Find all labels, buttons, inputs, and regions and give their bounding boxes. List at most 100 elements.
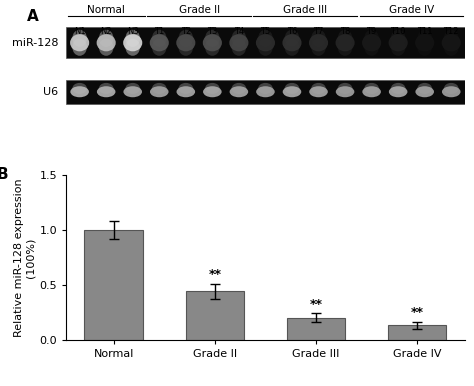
Ellipse shape: [126, 83, 140, 94]
Ellipse shape: [338, 30, 352, 47]
Ellipse shape: [150, 34, 169, 51]
Text: T10: T10: [391, 27, 406, 36]
Ellipse shape: [258, 30, 273, 47]
Ellipse shape: [256, 34, 275, 51]
Ellipse shape: [391, 30, 405, 47]
Ellipse shape: [258, 83, 273, 94]
Bar: [84, 230, 143, 340]
Ellipse shape: [362, 86, 381, 97]
Ellipse shape: [176, 86, 195, 97]
Ellipse shape: [232, 30, 246, 47]
Ellipse shape: [309, 86, 328, 97]
Text: B: B: [0, 167, 9, 182]
Text: T7: T7: [313, 27, 324, 36]
Ellipse shape: [418, 39, 432, 56]
Text: T6: T6: [287, 27, 297, 36]
Ellipse shape: [205, 83, 219, 94]
Ellipse shape: [365, 30, 379, 47]
Text: **: **: [410, 306, 424, 319]
Text: T9: T9: [366, 27, 377, 36]
Ellipse shape: [152, 30, 166, 47]
Ellipse shape: [391, 39, 405, 56]
Text: N2: N2: [100, 27, 112, 36]
Ellipse shape: [442, 86, 461, 97]
Y-axis label: Relative miR-128 expression
(100%): Relative miR-128 expression (100%): [14, 178, 36, 337]
Ellipse shape: [389, 34, 408, 51]
Ellipse shape: [285, 30, 299, 47]
Ellipse shape: [205, 30, 219, 47]
Ellipse shape: [336, 86, 355, 97]
Text: Normal: Normal: [87, 5, 125, 15]
Ellipse shape: [256, 86, 275, 97]
Ellipse shape: [203, 86, 222, 97]
Text: T11: T11: [417, 27, 432, 36]
Ellipse shape: [99, 39, 113, 56]
Bar: [185, 291, 244, 340]
Ellipse shape: [70, 34, 89, 51]
Ellipse shape: [311, 83, 326, 94]
Ellipse shape: [123, 86, 142, 97]
Text: A: A: [27, 9, 38, 24]
Ellipse shape: [285, 39, 299, 56]
Text: T1: T1: [154, 27, 164, 36]
Ellipse shape: [126, 39, 140, 56]
Ellipse shape: [73, 30, 87, 47]
Ellipse shape: [444, 83, 458, 94]
Ellipse shape: [442, 34, 461, 51]
Ellipse shape: [97, 34, 116, 51]
Text: miR-128: miR-128: [12, 38, 58, 48]
Ellipse shape: [389, 86, 408, 97]
Ellipse shape: [232, 83, 246, 94]
Text: U6: U6: [43, 87, 58, 97]
Text: Grade III: Grade III: [283, 5, 328, 15]
Ellipse shape: [203, 34, 222, 51]
Text: T2: T2: [181, 27, 191, 36]
Ellipse shape: [311, 30, 326, 47]
Ellipse shape: [126, 30, 140, 47]
Text: Grade IV: Grade IV: [389, 5, 434, 15]
Ellipse shape: [418, 30, 432, 47]
Ellipse shape: [365, 83, 379, 94]
Ellipse shape: [229, 34, 248, 51]
Ellipse shape: [99, 30, 113, 47]
Ellipse shape: [338, 83, 352, 94]
Ellipse shape: [232, 39, 246, 56]
Ellipse shape: [205, 39, 219, 56]
Text: T8: T8: [340, 27, 350, 36]
Ellipse shape: [283, 34, 301, 51]
Text: T12: T12: [444, 27, 459, 36]
Ellipse shape: [229, 86, 248, 97]
Ellipse shape: [285, 83, 299, 94]
Text: N3: N3: [127, 27, 138, 36]
Ellipse shape: [99, 83, 113, 94]
Bar: [287, 318, 346, 340]
Ellipse shape: [179, 30, 193, 47]
Ellipse shape: [415, 86, 434, 97]
Ellipse shape: [258, 39, 273, 56]
Text: T3: T3: [207, 27, 218, 36]
Ellipse shape: [311, 39, 326, 56]
Ellipse shape: [309, 34, 328, 51]
Text: T5: T5: [260, 27, 271, 36]
Ellipse shape: [73, 83, 87, 94]
Bar: [66, 27, 465, 58]
Ellipse shape: [391, 83, 405, 94]
Ellipse shape: [152, 39, 166, 56]
Ellipse shape: [418, 83, 432, 94]
Text: **: **: [310, 298, 322, 311]
Ellipse shape: [365, 39, 379, 56]
Text: Grade II: Grade II: [179, 5, 219, 15]
Ellipse shape: [283, 86, 301, 97]
Ellipse shape: [415, 34, 434, 51]
Ellipse shape: [123, 34, 142, 51]
Ellipse shape: [152, 83, 166, 94]
Ellipse shape: [73, 39, 87, 56]
Ellipse shape: [179, 83, 193, 94]
Ellipse shape: [97, 86, 116, 97]
Text: **: **: [209, 268, 221, 281]
Ellipse shape: [176, 34, 195, 51]
Ellipse shape: [150, 86, 169, 97]
Bar: [388, 325, 447, 340]
Text: N1: N1: [74, 27, 85, 36]
Text: T4: T4: [234, 27, 244, 36]
